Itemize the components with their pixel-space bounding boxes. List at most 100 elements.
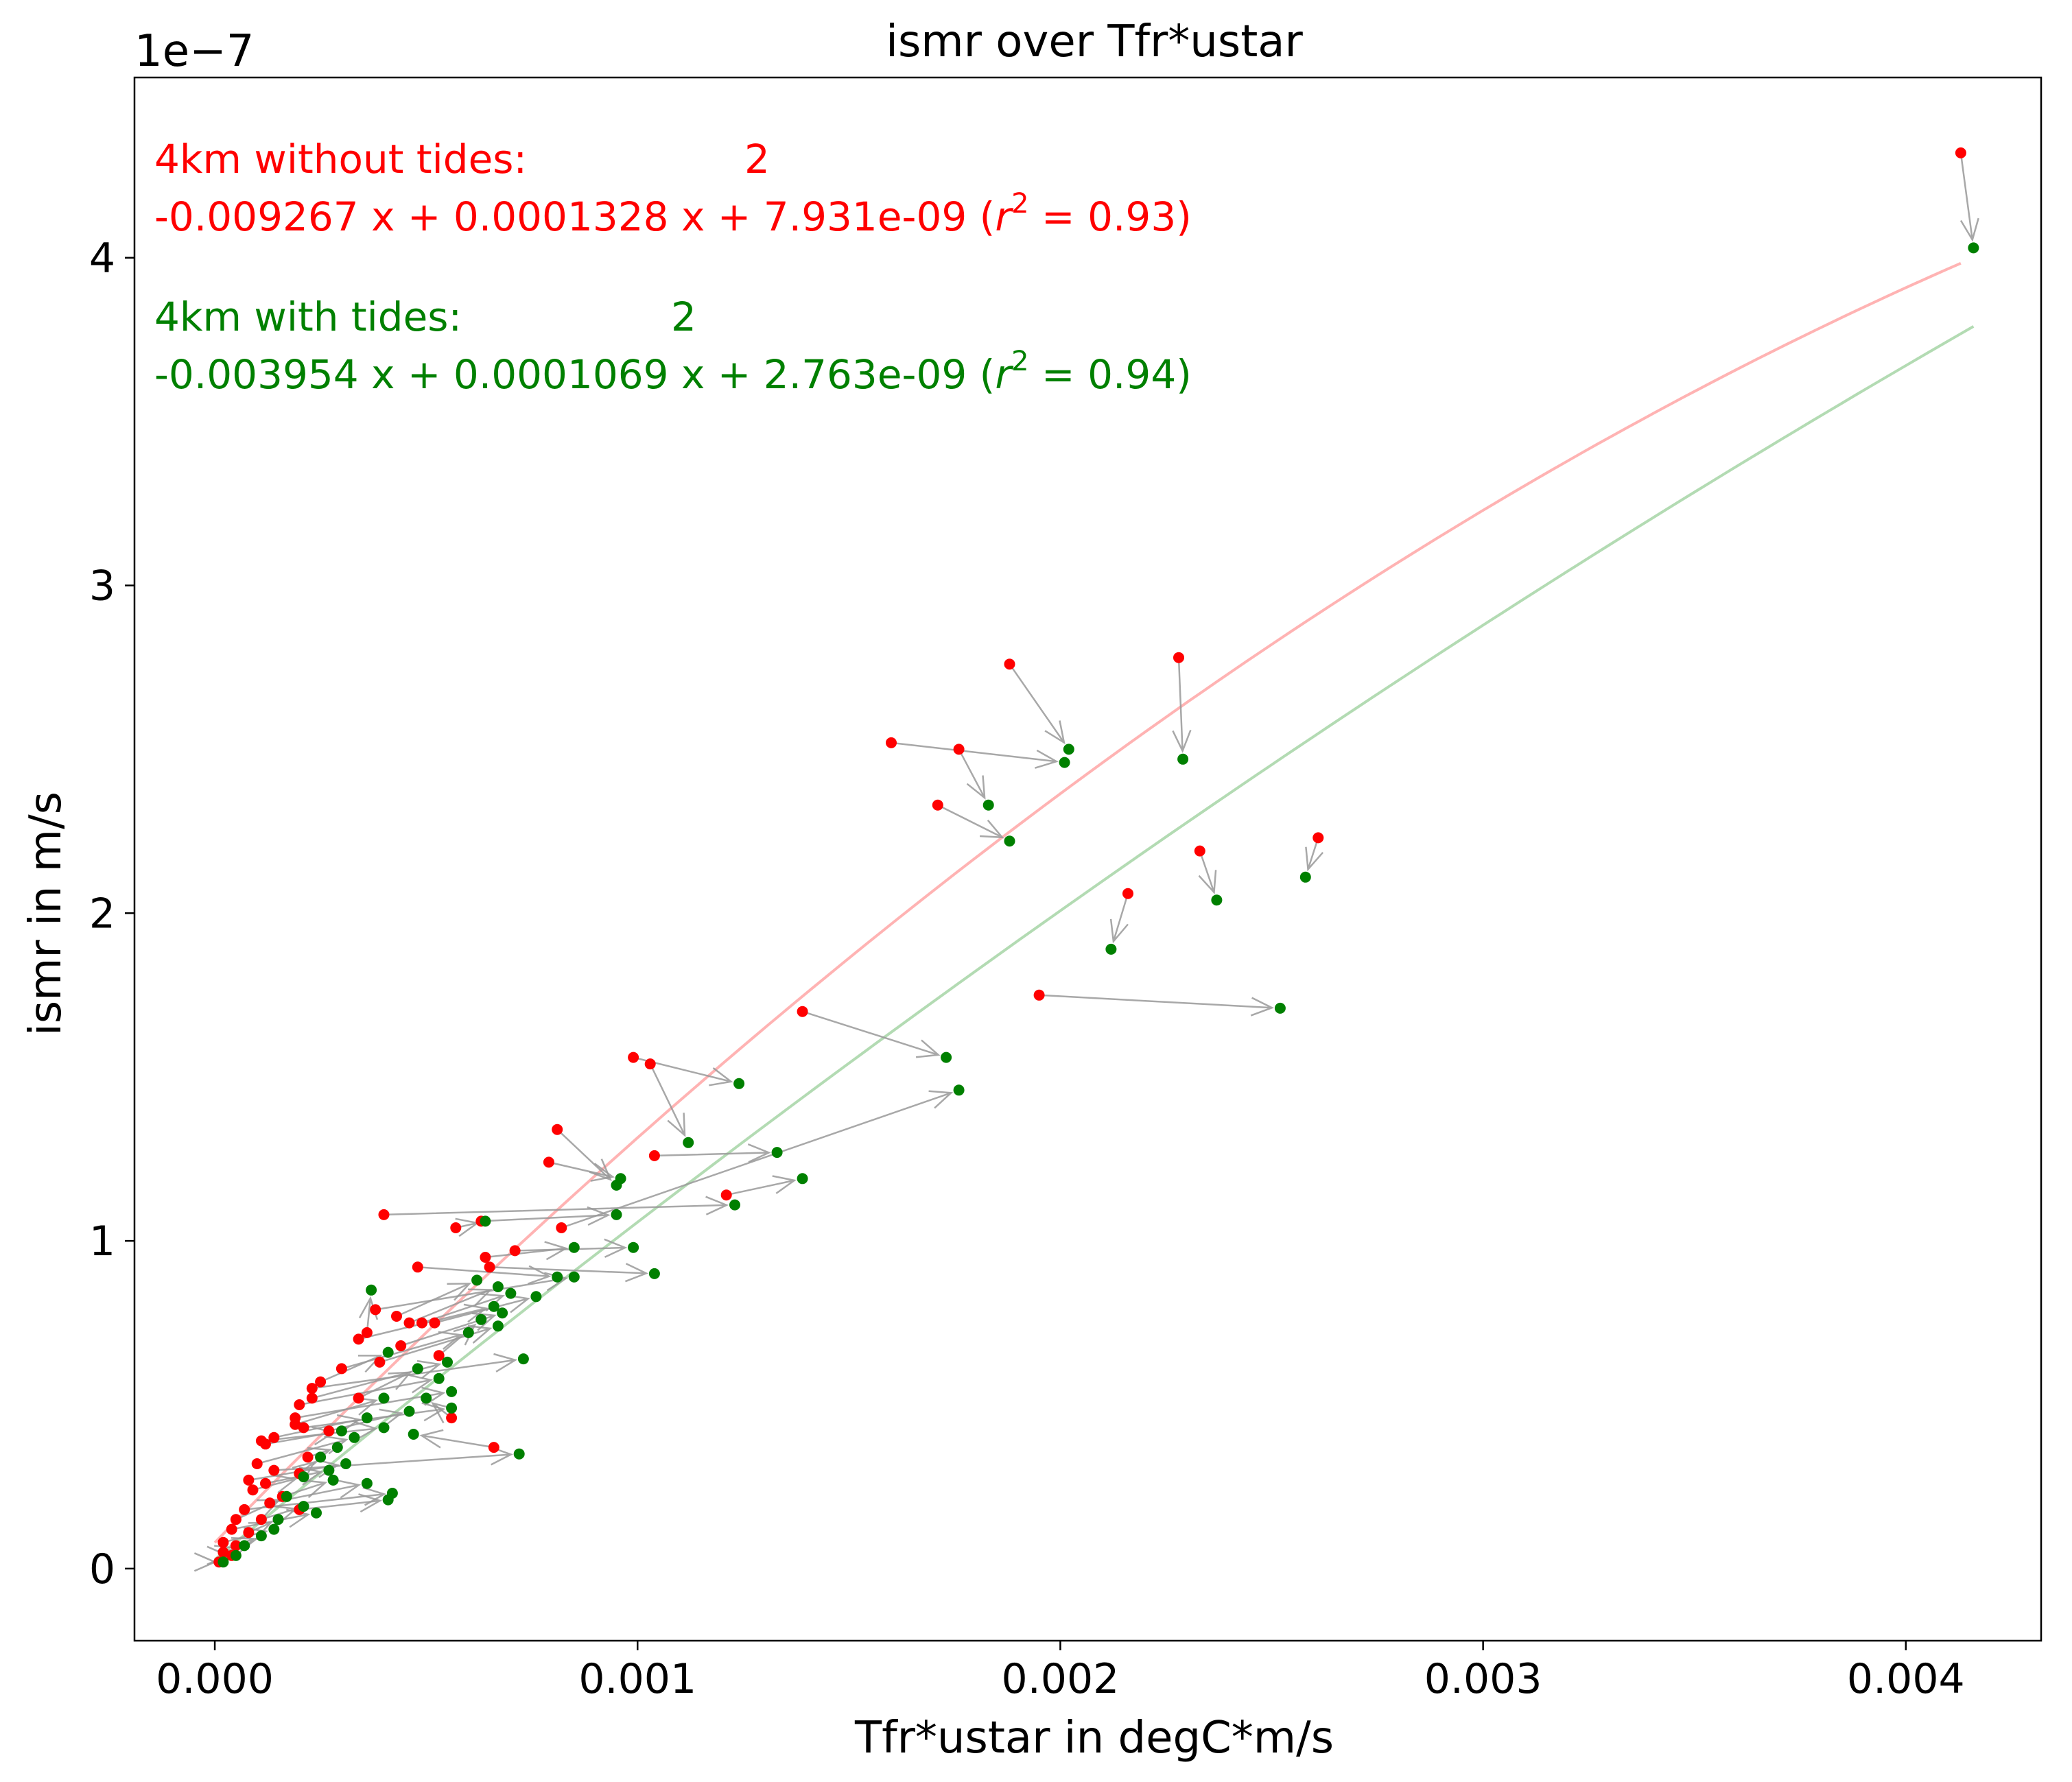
- plot-frame: [133, 76, 2042, 1642]
- fit-exponent-tides: 2: [671, 294, 696, 340]
- shift-arrow: [1305, 837, 1324, 872]
- shift-arrow: [556, 1128, 612, 1181]
- shift-arrow: [299, 1493, 382, 1513]
- data-point-tides: [255, 1530, 267, 1542]
- y-axis: 0 1 2 3 4: [89, 235, 134, 1593]
- data-point-tides: [298, 1501, 309, 1512]
- y-axis-title: ismr in m/s: [21, 792, 71, 1036]
- data-point-no-tides: [484, 1261, 495, 1273]
- annotation-tides: 4km with tides: 2 -0.003954 x + 0.000106…: [154, 294, 1192, 398]
- data-point-tides: [1059, 757, 1070, 768]
- x-axis: 0.000 0.001 0.002 0.003 0.004: [156, 1641, 1965, 1703]
- r2-exponent-no-tides: 2: [1011, 188, 1028, 219]
- data-point-tides: [421, 1392, 432, 1404]
- shift-arrow: [417, 1265, 552, 1285]
- data-point-tides: [323, 1464, 335, 1476]
- data-point-tides: [475, 1314, 487, 1325]
- data-point-tides: [513, 1448, 525, 1460]
- data-point-no-tides: [488, 1442, 499, 1453]
- data-point-no-tides: [644, 1058, 656, 1070]
- data-point-no-tides: [268, 1431, 280, 1443]
- data-point-no-tides: [374, 1356, 386, 1368]
- shift-arrow: [1959, 152, 1979, 242]
- data-point-tides: [239, 1540, 250, 1552]
- fit-exponent-no-tides: 2: [744, 136, 770, 182]
- data-point-tides: [611, 1209, 622, 1220]
- data-point-tides: [615, 1173, 626, 1185]
- data-point-no-tides: [429, 1317, 440, 1329]
- data-point-no-tides: [450, 1222, 462, 1233]
- data-point-no-tides: [361, 1327, 373, 1338]
- data-point-tides: [497, 1307, 508, 1319]
- shift-arrow: [311, 1353, 518, 1390]
- data-point-no-tides: [433, 1350, 445, 1362]
- y-tick-label: 0: [89, 1545, 115, 1593]
- fit-equation-text-tides: -0.003954 x + 0.0001069 x + 2.763e-09 (: [154, 351, 995, 398]
- data-point-tides: [378, 1392, 390, 1404]
- y-tick-label: 2: [89, 890, 115, 938]
- data-point-tides: [446, 1402, 458, 1414]
- data-point-tides: [230, 1549, 242, 1561]
- shift-arrow: [396, 1283, 472, 1318]
- shift-arrow: [1172, 657, 1192, 753]
- data-point-tides: [568, 1242, 580, 1253]
- data-point-no-tides: [1955, 147, 1966, 158]
- r2-value-tides: = 0.94): [1029, 351, 1192, 398]
- r2-value-no-tides: = 0.93): [1029, 193, 1192, 240]
- data-point-tides: [488, 1300, 499, 1312]
- data-point-tides: [517, 1353, 529, 1365]
- data-point-tides: [1177, 753, 1189, 765]
- data-point-tides: [433, 1373, 445, 1384]
- data-point-tides: [462, 1327, 474, 1338]
- data-point-tides: [1211, 894, 1223, 906]
- data-point-tides: [349, 1431, 360, 1443]
- shift-arrow: [891, 741, 1059, 769]
- data-point-tides: [315, 1451, 327, 1463]
- data-point-tides: [530, 1291, 542, 1303]
- data-point-no-tides: [353, 1392, 364, 1404]
- data-point-tides: [552, 1271, 563, 1283]
- r2-symbol-no-tides: r: [995, 193, 1013, 240]
- fit-label-no-tides: 4km without tides:: [154, 136, 527, 182]
- y-tick-label: 1: [89, 1217, 115, 1266]
- data-point-tides: [568, 1271, 580, 1283]
- data-point-no-tides: [1194, 845, 1205, 857]
- data-point-tides: [628, 1242, 639, 1253]
- shift-arrow: [409, 1288, 493, 1324]
- fit-equation-tides: -0.003954 x + 0.0001069 x + 2.763e-09 (r…: [154, 346, 1192, 398]
- data-point-no-tides: [378, 1209, 390, 1220]
- data-point-no-tides: [480, 1252, 491, 1263]
- data-point-no-tides: [217, 1547, 229, 1558]
- x-tick-label: 0.000: [156, 1655, 274, 1703]
- shift-arrow: [299, 1374, 433, 1406]
- shift-arrow: [341, 1331, 463, 1370]
- data-point-tides: [771, 1147, 783, 1159]
- fit-equation-text-no-tides: -0.009267 x + 0.0001328 x + 7.931e-09 (: [154, 193, 995, 240]
- shift-arrow: [489, 1263, 649, 1283]
- data-point-no-tides: [797, 1006, 808, 1017]
- data-point-no-tides: [264, 1497, 276, 1509]
- data-point-tides: [442, 1356, 453, 1368]
- data-point-tides: [382, 1494, 394, 1506]
- data-point-tides: [1299, 871, 1311, 883]
- data-point-no-tides: [446, 1412, 458, 1424]
- data-point-tides: [272, 1514, 284, 1525]
- data-point-no-tides: [1004, 658, 1015, 670]
- data-point-no-tides: [543, 1156, 554, 1168]
- data-point-tides: [941, 1052, 952, 1063]
- data-point-tides: [953, 1084, 965, 1096]
- data-point-tides: [331, 1442, 343, 1453]
- data-point-tides: [298, 1471, 309, 1483]
- data-point-tides: [505, 1287, 517, 1299]
- data-point-no-tides: [306, 1392, 318, 1404]
- data-point-no-tides: [391, 1311, 402, 1322]
- data-point-no-tides: [335, 1363, 347, 1375]
- data-point-tides: [340, 1458, 352, 1469]
- data-point-no-tides: [353, 1333, 364, 1345]
- shift-arrow: [485, 1241, 569, 1261]
- data-point-tides: [492, 1320, 504, 1332]
- data-point-tides: [480, 1215, 491, 1227]
- data-point-tides: [281, 1490, 292, 1502]
- data-point-no-tides: [260, 1438, 271, 1450]
